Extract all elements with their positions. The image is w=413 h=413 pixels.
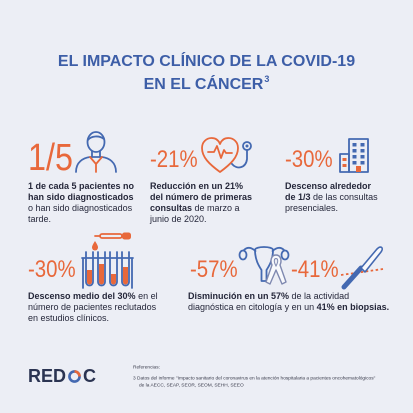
stat-description-highlight: 1 de cada 5 pacientes no han sido diagno…: [28, 181, 135, 202]
title-reference-superscript: 3: [264, 74, 270, 84]
stat-value-cytology: -57%: [190, 256, 238, 283]
stat-description-diagnostic-activity: Disminución en un 57% de la actividad di…: [188, 291, 394, 313]
references: Referencias: 3 Datos del informe "Impact…: [133, 364, 375, 389]
uterus-ribbon-icon: [238, 246, 290, 285]
stat-description-highlight-biopsy: 41% en biopsias.: [316, 302, 390, 312]
stat-description-undiagnosed: 1 de cada 5 pacientes no han sido diagno…: [28, 181, 138, 225]
stat-value-undiagnosed: 1/5: [28, 137, 73, 179]
logo-text-end: C: [83, 366, 97, 386]
test-tubes-icon: [81, 232, 134, 289]
reference-number: 3: [133, 375, 136, 382]
stat-value-biopsy: -41%: [291, 256, 339, 283]
redoc-logo: RED C: [28, 367, 96, 385]
logo-text-start: RED: [28, 366, 67, 386]
stat-description-rest: en el número de pacientes reclutados en …: [28, 291, 158, 323]
title-line-2: EN EL CÁNCER3: [0, 73, 413, 96]
stat-description-highlight: Descenso medio del 30%: [28, 291, 136, 301]
logo-ring-icon: [68, 369, 81, 383]
reference-text-continuation: de la AECC, SEAP, SEOR, SEOM, SEHH, SEEO: [139, 382, 244, 389]
stat-value-in-person-consultations: -30%: [285, 146, 333, 173]
stat-description-rest: de la actividad diagnóstica en citología…: [188, 291, 350, 312]
person-icon: [75, 131, 117, 173]
stat-description-rest: de las consultas presenciales.: [285, 192, 378, 213]
heart-stethoscope-icon: [201, 137, 252, 173]
hospital-building-icon: [339, 138, 369, 173]
stat-description-in-person-consultations: Descenso alrededor de 1/3 de las consult…: [285, 181, 381, 214]
stat-description-rest: de marzo a junio de 2020.: [150, 203, 240, 224]
reference-text: Datos del informe "Impacto sanitario del…: [137, 375, 376, 382]
title-line-1: EL IMPACTO CLÍNICO DE LA COVID-19: [57, 53, 356, 70]
stat-value-first-consultations: -21%: [150, 146, 198, 173]
reference-item: 3 Datos del informe "Impacto sanitario d…: [133, 375, 375, 382]
stat-description-clinical-trials: Descenso medio del 30% en el número de p…: [28, 291, 163, 324]
title-line-2-text: EN EL CÁNCER: [143, 76, 264, 93]
scalpel-icon: [340, 246, 384, 290]
page-title: EL IMPACTO CLÍNICO DE LA COVID-19 EN EL …: [0, 50, 413, 96]
stat-description-rest: o han sido diagnosticados tarde.: [28, 203, 133, 224]
stat-description-highlight-cytology: Disminución en un 57%: [188, 291, 290, 301]
references-heading: Referencias:: [133, 364, 160, 371]
stat-description-first-consultations: Reducción en un 21% del número de primer…: [150, 181, 255, 225]
stat-description-highlight: Reducción en un 21% del número de primer…: [150, 181, 253, 213]
stat-value-clinical-trials: -30%: [28, 256, 76, 283]
stat-description-highlight: Descenso alrededor de 1/3: [285, 181, 372, 202]
